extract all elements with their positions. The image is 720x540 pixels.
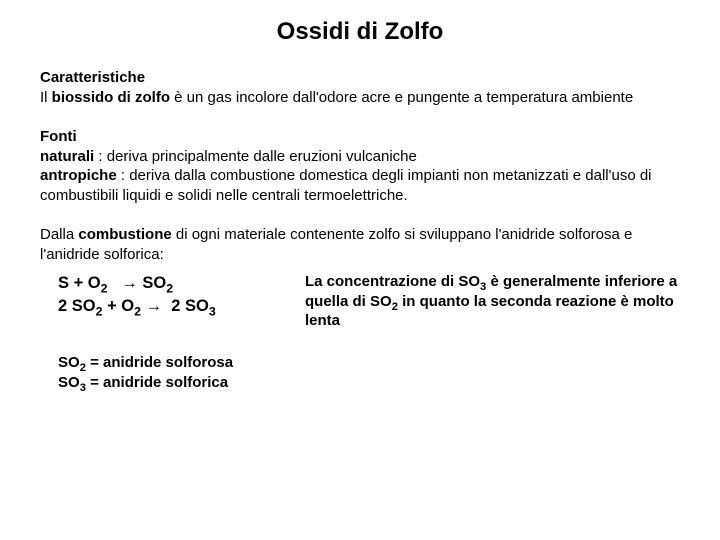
definitions-block: SO2 = anidride solforosa SO3 = anidride … [40, 353, 680, 394]
text: S + O [58, 274, 101, 292]
combustione-section: Dalla combustione di ogni materiale cont… [40, 225, 680, 393]
text: SO [58, 374, 80, 391]
bold-term: biossido di zolfo [52, 89, 170, 106]
note-block: La concentrazione di SO3 è generalmente … [305, 272, 680, 331]
text: 2 SO [58, 297, 96, 315]
definition-1: SO2 = anidride solforosa [58, 353, 680, 373]
page-title: Ossidi di Zolfo [40, 18, 680, 46]
spacer [108, 274, 117, 292]
text: : deriva dalla combustione domestica deg… [40, 167, 652, 204]
arrow-icon: → [117, 274, 143, 292]
text: SO [58, 354, 80, 371]
sub: 2 [101, 281, 108, 295]
bold-term: combustione [78, 226, 171, 243]
sub: 2 [134, 304, 141, 318]
caratteristiche-body: Il biossido di zolfo è un gas incolore d… [40, 88, 680, 108]
equations-block: S + O2 → SO2 2 SO2 + O2 → 2 SO3 [40, 272, 265, 331]
equation-1: S + O2 → SO2 [58, 272, 265, 295]
fonti-section: Fonti naturali : deriva principalmente d… [40, 127, 680, 205]
text: = anidride solforica [86, 374, 228, 391]
equations-row: S + O2 → SO2 2 SO2 + O2 → 2 SO3 La conce… [40, 272, 680, 331]
caratteristiche-section: Caratteristiche Il biossido di zolfo è u… [40, 68, 680, 107]
t: La concentrazione di SO [305, 273, 480, 290]
text: 2 SO [171, 297, 209, 315]
text: La concentrazione di SO3 è generalmente … [305, 273, 677, 329]
caratteristiche-heading: Caratteristiche [40, 68, 680, 88]
equation-2: 2 SO2 + O2 → 2 SO3 [58, 295, 265, 318]
text: : deriva principalmente dalle eruzioni v… [94, 148, 417, 165]
combustione-body: Dalla combustione di ogni materiale cont… [40, 225, 680, 264]
sub: 2 [166, 281, 173, 295]
sub: 3 [209, 304, 216, 318]
text: è un gas incolore dall'odore acre e pung… [170, 89, 633, 106]
label: antropiche [40, 167, 117, 184]
text: Dalla [40, 226, 78, 243]
arrow-icon: → [141, 297, 167, 315]
fonti-heading: Fonti [40, 127, 680, 147]
text: Il [40, 89, 52, 106]
label: naturali [40, 148, 94, 165]
text: SO [142, 274, 166, 292]
definition-2: SO3 = anidride solforica [58, 373, 680, 393]
text: = anidride solforosa [86, 354, 233, 371]
fonti-antropiche: antropiche : deriva dalla combustione do… [40, 166, 680, 205]
fonti-naturali: naturali : deriva principalmente dalle e… [40, 147, 680, 167]
text: + O [102, 297, 134, 315]
